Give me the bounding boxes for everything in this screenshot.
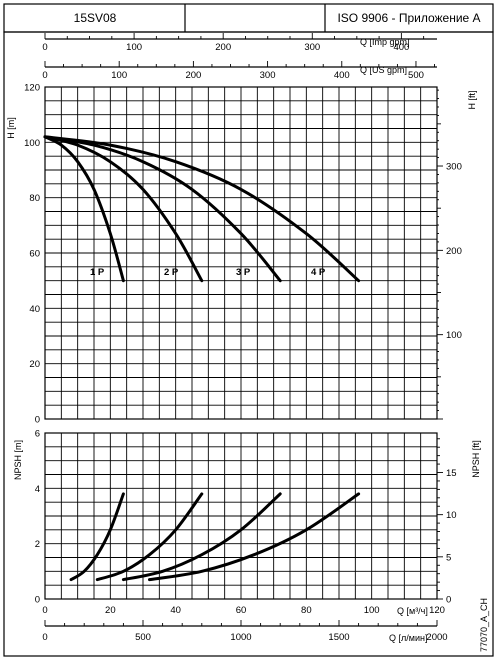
head-curve-3p	[43, 135, 282, 283]
head-ft-axis-label: H [ft]	[467, 90, 477, 109]
top-axis-label-us: Q [US gpm]	[360, 65, 407, 75]
imp-gpm-tick-label: 0	[42, 42, 47, 53]
us-gpm-tick-label: 100	[111, 70, 127, 81]
imp-gpm-tick-label: 400	[393, 42, 409, 53]
npsh-curve-3p	[121, 492, 282, 582]
curve-label-1p: 1 P	[90, 267, 105, 278]
head-tick-label: 60	[29, 249, 40, 260]
head-tick-label: 40	[29, 304, 40, 315]
npsh-ft-tick-label: 5	[446, 552, 451, 563]
flow-m3h-tick-label: 120	[429, 605, 445, 616]
model-label: 15SV08	[74, 11, 117, 25]
flow-m3h-axis-label: Q [м³/ч]	[397, 606, 428, 616]
us-gpm-tick-label: 500	[408, 70, 424, 81]
imp-gpm-tick-label: 300	[304, 42, 320, 53]
imp-gpm-tick-label: 200	[215, 42, 231, 53]
us-gpm-tick-label: 200	[185, 70, 201, 81]
head-tick-label: 20	[29, 359, 40, 370]
npsh-ft-axis-label: NPSH [ft]	[471, 440, 481, 478]
outer-frame	[3, 31, 494, 657]
flow-m3h-tick-label: 80	[301, 605, 312, 616]
top-axis-label-imp: Q [Imp gpm]	[360, 37, 410, 47]
imp-gpm-tick-label: 100	[126, 42, 142, 53]
head-plot-frame	[44, 86, 438, 420]
lmin-tick-label: 1000	[230, 632, 251, 643]
flow-m3h-tick-label: 100	[364, 605, 380, 616]
curve-labels: 1 P 2 P 3 P 4 P	[90, 267, 326, 278]
npsh-ft-tick-label: 0	[446, 595, 451, 606]
lmin-tick-label: 500	[135, 632, 151, 643]
standard-label: ISO 9906 - Приложение A	[337, 11, 480, 25]
head-tick-label: 80	[29, 193, 40, 204]
lmin-tick-label: 0	[42, 632, 47, 643]
flow-m3h-tick-label: 20	[105, 605, 116, 616]
flow-lmin-axis-label: Q [л/мин]	[389, 633, 427, 643]
head-axis-label: H [m]	[6, 117, 16, 139]
us-gpm-tick-label: 0	[42, 70, 47, 81]
us-gpm-tick-label: 300	[260, 70, 276, 81]
npsh-curve-2p	[95, 492, 204, 582]
curve-label-4p: 4 P	[311, 267, 326, 278]
npsh-axis-label: NPSH [m]	[13, 440, 23, 480]
curve-layer	[43, 135, 361, 582]
npsh-tick-label: 4	[35, 484, 40, 495]
flow-m3h-tick-label: 0	[42, 605, 47, 616]
head-tick-label: 120	[24, 83, 40, 94]
head-tick-label: 0	[35, 415, 40, 426]
flow-m3h-tick-label: 40	[170, 605, 181, 616]
grid-layer	[44, 86, 438, 600]
head-curve-1p	[43, 135, 125, 283]
npsh-tick-label: 2	[35, 539, 40, 550]
npsh-curve-4p	[148, 492, 361, 582]
npsh-tick-label: 6	[35, 429, 40, 440]
head-ft-tick-label: 300	[446, 162, 462, 173]
drawing-code: 77070_A_CH	[479, 598, 489, 652]
npsh-ft-tick-label: 15	[446, 468, 457, 479]
head-curve-2p	[43, 135, 204, 283]
npsh-curve-1p	[69, 492, 125, 582]
curve-label-3p: 3 P	[236, 267, 251, 278]
lmin-tick-label: 1500	[328, 632, 349, 643]
flow-m3h-tick-label: 60	[236, 605, 247, 616]
us-gpm-tick-label: 400	[334, 70, 350, 81]
curve-label-2p: 2 P	[164, 267, 179, 278]
lmin-tick-label: 2000	[426, 632, 447, 643]
npsh-plot-frame	[44, 432, 438, 600]
npsh-ft-tick-label: 10	[446, 510, 457, 521]
head-tick-label: 100	[24, 138, 40, 149]
npsh-tick-label: 0	[35, 595, 40, 606]
header: 15SV08 ISO 9906 - Приложение A	[3, 3, 494, 33]
head-ft-tick-label: 100	[446, 330, 462, 341]
head-ft-tick-label: 200	[446, 246, 462, 257]
head-curve-4p	[43, 135, 361, 283]
